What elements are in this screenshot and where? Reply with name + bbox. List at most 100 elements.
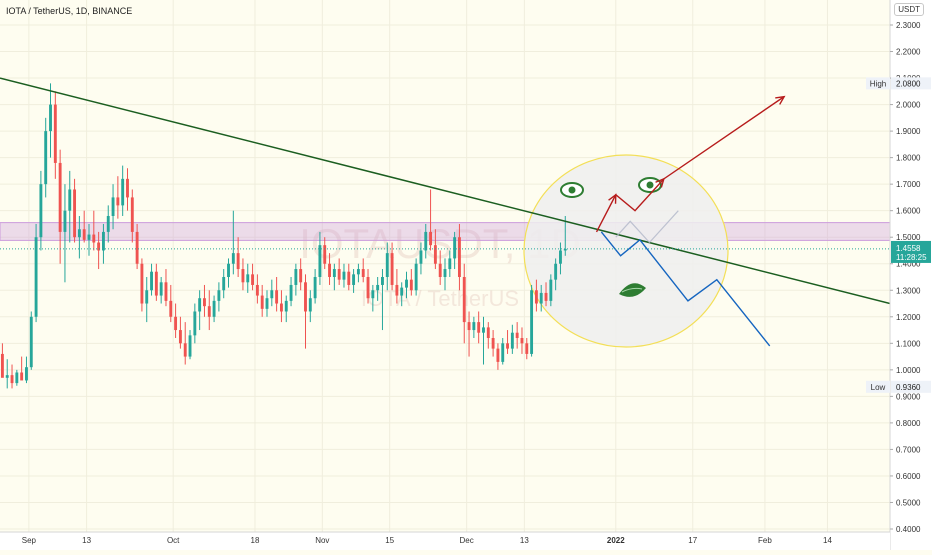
candle-body xyxy=(29,316,33,368)
candle-body xyxy=(491,338,495,349)
candle-body xyxy=(433,245,437,264)
y-tick-label: 1.5000 xyxy=(896,233,921,242)
candle-body xyxy=(525,343,529,354)
candle-body xyxy=(544,292,548,301)
candle-body xyxy=(366,277,370,299)
arrow-head-icon xyxy=(775,95,786,105)
candle-body xyxy=(241,269,245,283)
candle-body xyxy=(284,300,288,312)
y-tick-label: 0.6000 xyxy=(896,472,921,481)
candle-body xyxy=(126,178,129,198)
candle-body xyxy=(251,274,255,285)
price-axis[interactable]: 2.30002.20002.10002.00001.90001.80001.70… xyxy=(889,0,932,550)
drawings[interactable] xyxy=(0,77,891,347)
y-tick-label: 1.6000 xyxy=(896,207,921,216)
bullish-projection-path xyxy=(595,96,785,233)
candle-body xyxy=(347,271,351,285)
candle-body xyxy=(97,242,101,251)
candle-body xyxy=(265,298,269,309)
candle-body xyxy=(10,375,14,384)
candle-body xyxy=(424,231,428,251)
candles xyxy=(0,83,567,389)
candle-body xyxy=(53,104,57,163)
y-tick-label: 1.3000 xyxy=(896,286,921,295)
currency-badge[interactable]: USDT xyxy=(894,3,924,16)
y-tick-label: 1.4000 xyxy=(896,260,921,269)
time-axis[interactable]: Sep 13 Oct 18 Nov 15 Dec 13 2022 17 Feb 14 xyxy=(0,531,890,550)
candle-body xyxy=(178,330,182,344)
candle-body xyxy=(68,189,72,211)
candle-body xyxy=(429,231,433,246)
grid xyxy=(0,0,890,532)
candle-body xyxy=(246,274,250,283)
low-value-bg xyxy=(891,380,931,393)
time-axis-bg xyxy=(0,532,890,550)
x-tick-label: 13 xyxy=(520,536,529,545)
x-tick-label: Feb xyxy=(758,536,772,545)
y-tick-label: 2.0000 xyxy=(896,101,921,110)
x-tick-label: 13 xyxy=(82,536,91,545)
candle-body xyxy=(356,269,360,275)
candle-body xyxy=(419,250,423,264)
candle-body xyxy=(5,375,9,378)
candle-body xyxy=(135,231,139,264)
candle-body xyxy=(515,332,519,339)
candle-body xyxy=(323,245,327,264)
candle-body xyxy=(87,234,91,240)
bearish-projection-path xyxy=(600,231,771,347)
low-label: Low xyxy=(871,383,886,392)
candle-body xyxy=(217,290,221,301)
candle-body xyxy=(207,306,211,317)
current-price-value: 1.4558 xyxy=(896,244,921,253)
y-tick-label: 0.4000 xyxy=(896,525,921,534)
candle-body xyxy=(15,372,19,384)
candle-body xyxy=(174,316,178,331)
y-tick-label: 0.5000 xyxy=(896,498,921,507)
candle-body xyxy=(101,231,105,251)
candle-body xyxy=(164,282,168,301)
watermark-name: IOTA / TetherUS xyxy=(361,286,519,311)
candle-body xyxy=(227,263,230,277)
price-axis-bg xyxy=(890,0,932,550)
high-value: 2.0800 xyxy=(896,79,921,88)
candle-body xyxy=(236,253,240,270)
candle-body xyxy=(49,104,52,132)
candle-body xyxy=(530,290,534,354)
y-tick-label: 2.2000 xyxy=(896,48,921,57)
candle-body xyxy=(534,290,538,304)
candle-body xyxy=(169,300,173,317)
y-tick-label: 1.8000 xyxy=(896,154,921,163)
low-marker: Low 0.9360 xyxy=(866,380,931,393)
candle-body xyxy=(405,279,408,288)
candle-body xyxy=(395,284,399,296)
candle-body xyxy=(482,327,485,333)
candle-body xyxy=(472,322,476,331)
candle-body xyxy=(462,277,466,323)
candle-body xyxy=(92,234,96,243)
pupil xyxy=(646,181,654,189)
candle-body xyxy=(294,269,298,285)
candle-body xyxy=(231,253,235,264)
candle-body xyxy=(260,295,264,309)
high-value-bg xyxy=(891,77,931,90)
candle-body xyxy=(73,189,77,238)
candle-body xyxy=(332,269,336,277)
candle-body xyxy=(154,271,158,296)
candle-body xyxy=(44,131,48,185)
candle-body xyxy=(203,298,206,307)
faint-projection-path xyxy=(615,210,679,244)
candle-body xyxy=(448,258,452,270)
candle-body xyxy=(438,263,442,277)
candle-body xyxy=(183,343,187,357)
x-tick-label: 15 xyxy=(385,536,394,545)
candle-body xyxy=(130,197,134,232)
candle-body xyxy=(477,322,481,333)
candle-body xyxy=(159,282,163,296)
candle-body xyxy=(275,290,279,304)
candle-body xyxy=(352,274,356,285)
candle-body xyxy=(414,263,418,291)
x-tick-label: Oct xyxy=(167,536,180,545)
